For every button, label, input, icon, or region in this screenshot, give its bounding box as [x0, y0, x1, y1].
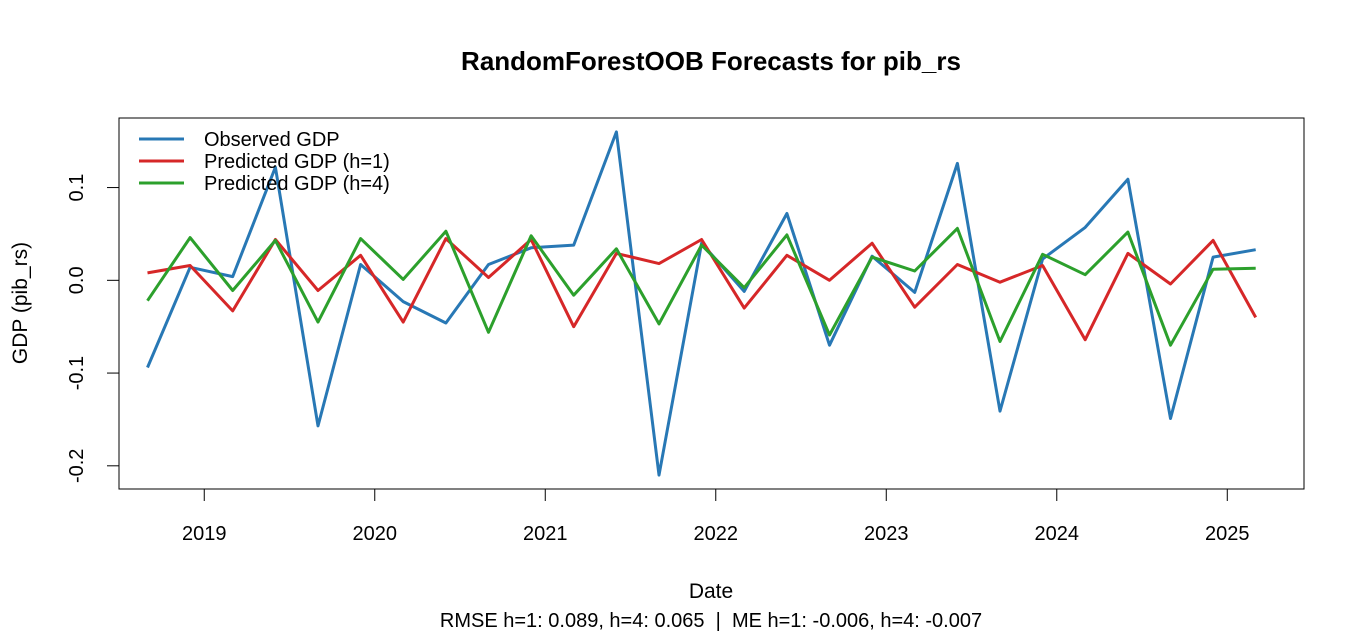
- y-tick-label: -0.1: [66, 356, 88, 390]
- y-axis: -0.2 -0.1 0.0 0.1: [66, 174, 120, 483]
- x-tick-label: 2019: [182, 523, 227, 545]
- y-tick-label: -0.2: [66, 449, 88, 483]
- series-line-predicted-gdp-h-4: [146, 226, 1256, 347]
- y-axis-label: GDP (pib_rs): [9, 242, 32, 364]
- legend-label: Observed GDP: [204, 129, 340, 151]
- chart-title: RandomForestOOB Forecasts for pib_rs: [461, 46, 961, 76]
- x-tick-label: 2023: [864, 523, 909, 545]
- series-layer: [146, 130, 1258, 477]
- y-tick-label: 0.0: [66, 266, 88, 294]
- legend-label: Predicted GDP (h=1): [204, 151, 390, 173]
- series-line-observed-gdp: [146, 130, 1256, 477]
- metrics-subtitle: RMSE h=1: 0.089, h=4: 0.065 | ME h=1: -0…: [440, 610, 982, 632]
- series-line-predicted-gdp-h-1: [147, 237, 1258, 342]
- x-tick-label: 2025: [1205, 523, 1250, 545]
- x-tick-label: 2024: [1035, 523, 1080, 545]
- x-axis: 2019 2020 2021 2022 2023 2024 2025: [182, 488, 1250, 545]
- x-tick-label: 2022: [694, 523, 739, 545]
- x-tick-label: 2021: [523, 523, 568, 545]
- x-axis-label: Date: [689, 580, 733, 603]
- x-tick-label: 2020: [353, 523, 398, 545]
- legend-label: Predicted GDP (h=4): [204, 173, 390, 195]
- y-tick-label: 0.1: [66, 174, 88, 202]
